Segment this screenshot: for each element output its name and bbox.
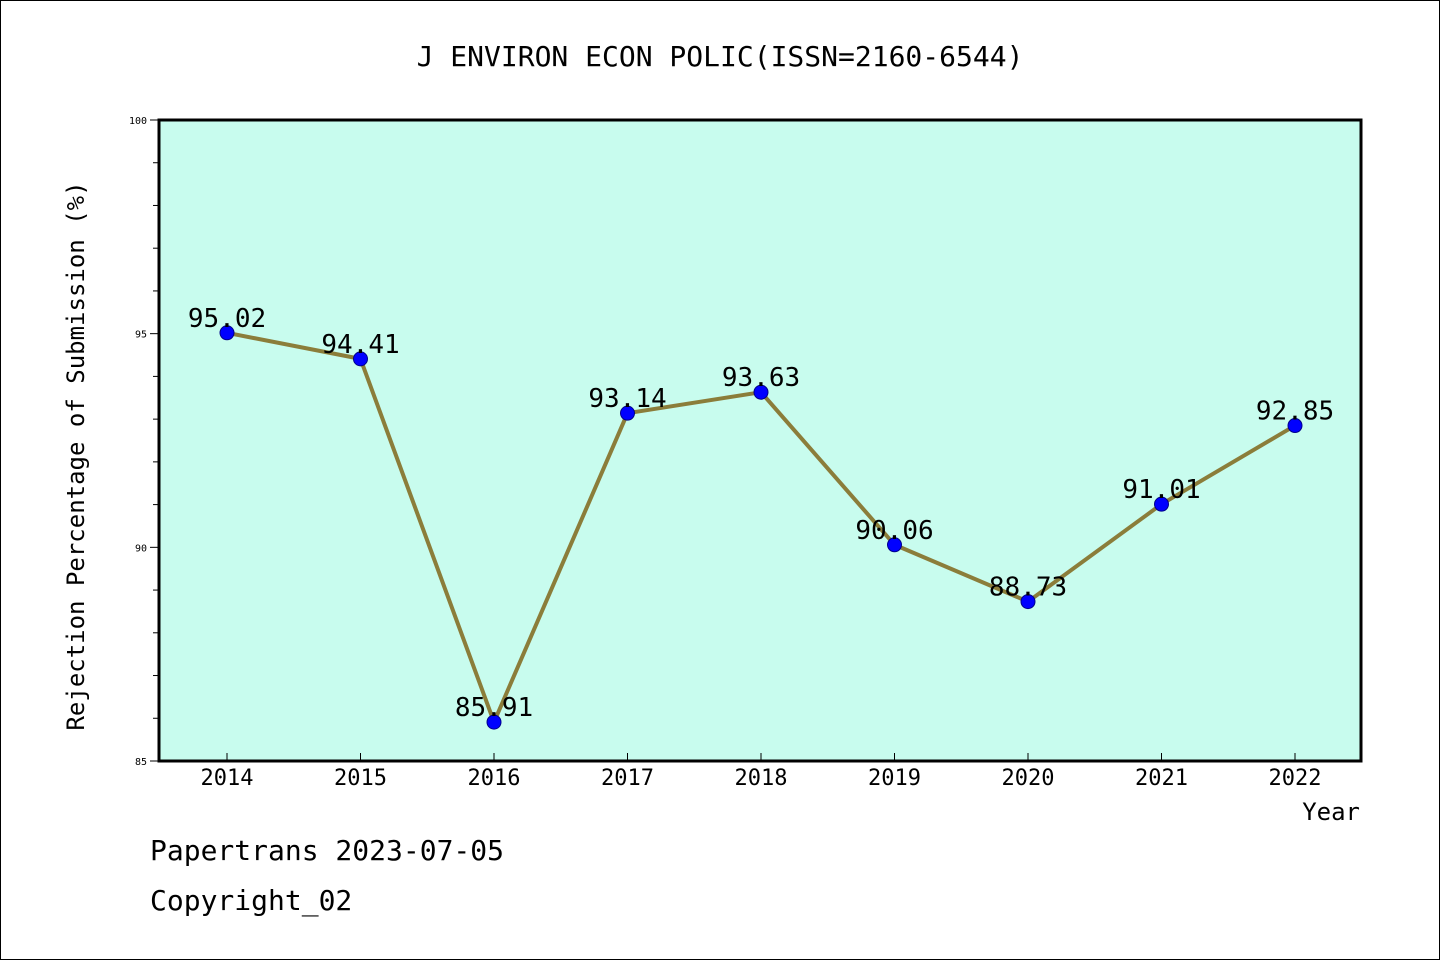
data-point	[1020, 594, 1036, 610]
y-tick-label: 100	[129, 116, 147, 127]
data-label: 93.14	[588, 384, 666, 414]
data-point	[486, 714, 502, 730]
data-label: 85.91	[455, 693, 533, 723]
data-point	[1287, 418, 1303, 434]
data-point	[1154, 496, 1169, 512]
footer-copyright: Copyright_02	[150, 884, 353, 917]
x-axis-label: Year	[1302, 798, 1360, 826]
plot-area	[157, 118, 1363, 763]
x-tick-label: 2018	[735, 766, 788, 791]
data-point	[753, 384, 769, 400]
data-label: 94.41	[321, 330, 399, 360]
x-tick-label: 2014	[201, 766, 254, 791]
data-label: 95.02	[188, 304, 266, 334]
x-axis-ticks: 2014 2015 2016 2017 2018 2019 2020 2021 2022	[201, 753, 1322, 791]
y-tick-label: 90	[135, 543, 147, 554]
y-axis-ticks: 85 90 95 100	[129, 116, 159, 768]
data-label: 91.01	[1122, 475, 1200, 505]
data-label: 90.06	[855, 516, 933, 546]
data-label: 88.73	[989, 573, 1067, 603]
x-tick-label: 2017	[601, 766, 654, 791]
y-tick-label: 95	[135, 330, 147, 341]
y-tick-label: 85	[135, 757, 147, 768]
series-markers	[219, 325, 1303, 730]
x-tick-label: 2019	[868, 766, 921, 791]
x-tick-label: 2020	[1002, 766, 1055, 791]
data-point	[353, 351, 368, 367]
data-label: 92.85	[1256, 397, 1334, 427]
y-axis-label: Rejection Percentage of Submission (%)	[62, 181, 90, 730]
chart-title: J ENVIRON ECON POLIC(ISSN=2160-6544)	[417, 40, 1024, 73]
data-labels: 95.02 94.41 85.91 93.14 93.63 90.06 88.73 91.01…	[188, 304, 1334, 723]
data-point	[887, 537, 902, 553]
x-tick-label: 2016	[468, 766, 521, 791]
data-point	[219, 325, 235, 341]
data-label: 93.63	[722, 363, 800, 393]
x-tick-label: 2015	[334, 766, 387, 791]
footer-date: Papertrans 2023-07-05	[150, 834, 505, 867]
x-tick-label: 2021	[1135, 766, 1188, 791]
data-point	[620, 405, 635, 421]
x-tick-label: 2022	[1269, 766, 1322, 791]
